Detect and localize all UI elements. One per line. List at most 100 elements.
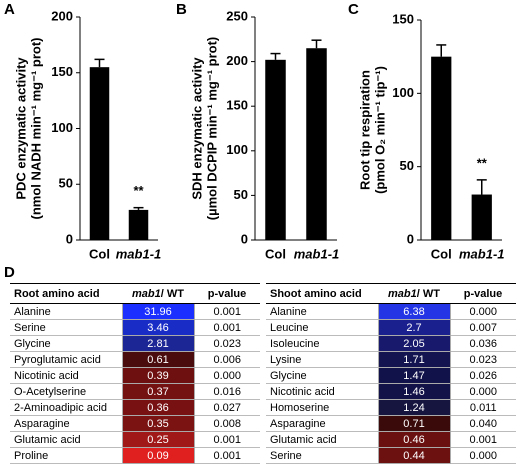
- amino-acid-name: O-Acetylserine: [10, 383, 122, 400]
- x-tick-label: Col: [89, 246, 110, 261]
- y-tick-label: 50: [234, 187, 248, 202]
- table-row: Glycine 1.47 0.026: [266, 367, 516, 384]
- header-cell: mab1/ WT: [122, 283, 194, 304]
- amino-acid-name: Alanine: [266, 303, 378, 320]
- table-row: Proline 0.09 0.001: [10, 447, 260, 464]
- y-axis-label: (nmol NADH min⁻¹ mg⁻¹ prot): [28, 38, 43, 220]
- table-row: Leucine 2.7 0.007: [266, 319, 516, 336]
- p-value-cell: 0.007: [450, 319, 516, 336]
- amino-acid-name: Leucine: [266, 319, 378, 336]
- p-value-cell: 0.040: [450, 415, 516, 432]
- table-row: Asparagine 0.71 0.040: [266, 415, 516, 432]
- amino-acid-name: Alanine: [10, 303, 122, 320]
- amino-acid-name: Proline: [10, 447, 122, 464]
- ratio-cell: 0.09: [121, 447, 195, 464]
- ratio-cell: 2.05: [377, 335, 451, 352]
- table-row: Nicotinic acid 1.46 0.000: [266, 383, 516, 400]
- p-value-cell: 0.000: [450, 383, 516, 400]
- x-tick-label: mab1-1: [294, 246, 340, 261]
- bar: [306, 48, 327, 240]
- ratio-cell: 31.96: [121, 303, 195, 320]
- header-gene: mab1: [132, 287, 161, 300]
- y-tick-label: 100: [226, 142, 248, 157]
- header-cell: p-value: [450, 283, 516, 304]
- table-row: Alanine 6.38 0.000: [266, 303, 516, 320]
- ratio-cell: 1.46: [377, 383, 451, 400]
- y-tick-label: 0: [407, 231, 414, 246]
- p-value-cell: 0.027: [194, 399, 260, 416]
- y-tick-label: 250: [226, 8, 248, 23]
- p-value-cell: 0.023: [194, 335, 260, 352]
- significance-label: **: [133, 183, 144, 198]
- table-row: Serine 0.44 0.000: [266, 447, 516, 464]
- bar: [471, 194, 492, 240]
- ratio-cell: 2.7: [377, 319, 451, 336]
- table-row: Pyroglutamic acid 0.61 0.006: [10, 351, 260, 368]
- x-tick-label: mab1-1: [116, 246, 162, 261]
- y-tick-label: 50: [400, 158, 414, 173]
- p-value-cell: 0.001: [194, 447, 260, 464]
- amino-acid-name: Glutamic acid: [10, 431, 122, 448]
- p-value-cell: 0.001: [194, 303, 260, 320]
- header-suffix: / WT: [416, 287, 440, 300]
- amino-acid-tables: Root amino acid mab1/ WT p-value Alanine 31.…: [10, 283, 516, 464]
- p-value-cell: 0.016: [194, 383, 260, 400]
- p-value-cell: 0.000: [450, 447, 516, 464]
- bar: [128, 209, 149, 240]
- p-value-cell: 0.000: [194, 367, 260, 384]
- x-tick-label: Col: [431, 246, 452, 261]
- bar: [265, 59, 286, 240]
- y-tick-label: 150: [51, 64, 73, 79]
- ratio-cell: 0.61: [121, 351, 195, 368]
- y-tick-label: 150: [226, 98, 248, 113]
- amino-acid-table: Root amino acid mab1/ WT p-value Alanine 31.…: [10, 283, 260, 464]
- y-tick-label: 0: [241, 231, 248, 246]
- table-row: Lysine 1.71 0.023: [266, 351, 516, 368]
- ratio-cell: 1.71: [377, 351, 451, 368]
- y-axis-label: (µmol DCPIP min⁻¹ mg⁻¹ prot): [204, 37, 219, 220]
- ratio-cell: 0.71: [377, 415, 451, 432]
- amino-acid-name: Serine: [10, 319, 122, 336]
- p-value-cell: 0.036: [450, 335, 516, 352]
- ratio-cell: 6.38: [377, 303, 451, 320]
- y-tick-label: 200: [51, 8, 73, 23]
- table-row: Glutamic acid 0.46 0.001: [266, 431, 516, 448]
- amino-acid-name: Isoleucine: [266, 335, 378, 352]
- header-cell: Shoot amino acid: [266, 283, 378, 304]
- p-value-cell: 0.026: [450, 367, 516, 384]
- bar: [431, 56, 452, 240]
- amino-acid-name: Lysine: [266, 351, 378, 368]
- header-cell: Root amino acid: [10, 283, 122, 304]
- header-row: Shoot amino acid mab1/ WT p-value: [266, 283, 516, 304]
- table-row: Alanine 31.96 0.001: [10, 303, 260, 320]
- amino-acid-name: Serine: [266, 447, 378, 464]
- y-tick-label: 150: [392, 11, 414, 26]
- y-axis-label: Root tip respiration: [357, 70, 372, 190]
- panel-label: D: [4, 264, 15, 281]
- y-tick-label: 100: [392, 85, 414, 100]
- x-tick-label: mab1-1: [459, 246, 505, 261]
- ratio-cell: 0.36: [121, 399, 195, 416]
- ratio-cell: 0.39: [121, 367, 195, 384]
- ratio-cell: 0.25: [121, 431, 195, 448]
- ratio-cell: 0.37: [121, 383, 195, 400]
- amino-acid-table: Shoot amino acid mab1/ WT p-value Alanine 6.…: [266, 283, 516, 464]
- y-axis-label: SDH enzymatic activity: [189, 57, 204, 200]
- p-value-cell: 0.023: [450, 351, 516, 368]
- charts: A PDC enzymatic activity (nmol NADH min⁻¹ …: [4, 1, 505, 261]
- amino-acid-name: Glycine: [266, 367, 378, 384]
- y-tick-label: 50: [59, 176, 73, 191]
- p-value-cell: 0.011: [450, 399, 516, 416]
- amino-acid-name: Glycine: [10, 335, 122, 352]
- table-row: Homoserine 1.24 0.011: [266, 399, 516, 416]
- p-value-cell: 0.001: [450, 431, 516, 448]
- table-row: Asparagine 0.35 0.008: [10, 415, 260, 432]
- p-value-cell: 0.006: [194, 351, 260, 368]
- y-axis-label: PDC enzymatic activity: [13, 57, 28, 200]
- y-tick-label: 0: [66, 231, 73, 246]
- p-value-cell: 0.001: [194, 431, 260, 448]
- y-tick-label: 100: [51, 120, 73, 135]
- ratio-cell: 0.35: [121, 415, 195, 432]
- amino-acid-name: Pyroglutamic acid: [10, 351, 122, 368]
- panel-label: B: [176, 1, 187, 18]
